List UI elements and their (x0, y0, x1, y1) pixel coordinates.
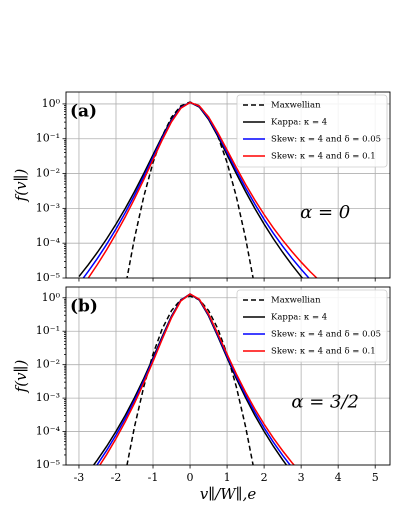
annotation: α = 0 (300, 202, 350, 223)
plot-frame (65, 91, 391, 279)
legend-box (236, 289, 388, 363)
x-tick-label: -2 (111, 471, 122, 484)
x-tick-label: -1 (148, 471, 159, 484)
panel: -3 -2 -1 0 1 2 3 4 5 10⁻⁵ 10⁻⁴ 10⁻³ 10⁻² 10⁻¹ 10⁰ Maxwe… (12, 286, 391, 503)
plot-frame (65, 286, 391, 466)
x-tick-label: 4 (335, 471, 342, 484)
y-tick-label: 10⁰ (42, 97, 61, 110)
y-tick-label: 10⁻¹ (36, 324, 60, 337)
y-axis-label: f(v∥) (12, 360, 30, 394)
legend-label: Skew: κ = 4 and δ = 0.1 (271, 347, 376, 357)
y-tick-label: 10⁻² (36, 358, 60, 371)
panel-label: (a) (70, 102, 97, 122)
x-tick-label: 2 (261, 471, 268, 484)
panel-label: (b) (70, 297, 98, 317)
x-tick-label: 3 (298, 471, 305, 484)
series-line (87, 101, 318, 278)
series-line (126, 295, 254, 465)
y-tick-label: 10⁻⁴ (36, 236, 61, 249)
x-tick-label: -3 (74, 471, 85, 484)
x-axis-label: v∥/W∥,e (200, 485, 257, 503)
x-tick-label: 0 (187, 471, 194, 484)
y-tick-label: 10⁻⁵ (36, 458, 60, 471)
legend-label: Maxwellian (271, 101, 321, 111)
legend-box (236, 94, 388, 168)
legend-label: Maxwellian (271, 296, 321, 306)
legend-label: Kappa: κ = 4 (271, 118, 327, 128)
legend-label: Skew: κ = 4 and δ = 0.05 (271, 330, 381, 340)
panel: 10⁻⁵ 10⁻⁴ 10⁻³ 10⁻² 10⁻¹ 10⁰ Maxwellian Kappa: … (12, 91, 391, 284)
y-tick-label: 10⁻⁵ (36, 271, 60, 284)
y-tick-label: 10⁻³ (36, 391, 60, 404)
series-line (99, 293, 296, 465)
y-tick-label: 10⁰ (42, 291, 61, 304)
legend-label: Skew: κ = 4 and δ = 0.05 (271, 135, 381, 145)
x-tick-label: 1 (224, 471, 231, 484)
y-axis-label: f(v∥) (12, 169, 30, 203)
y-tick-label: 10⁻² (36, 167, 60, 180)
y-tick-label: 10⁻³ (36, 201, 60, 214)
y-tick-label: 10⁻⁴ (36, 425, 61, 438)
annotation: α = 3/2 (291, 392, 359, 413)
x-tick-label: 5 (372, 471, 379, 484)
y-tick-label: 10⁻¹ (36, 132, 60, 145)
legend-label: Skew: κ = 4 and δ = 0.1 (271, 152, 376, 162)
legend-label: Kappa: κ = 4 (271, 313, 327, 323)
